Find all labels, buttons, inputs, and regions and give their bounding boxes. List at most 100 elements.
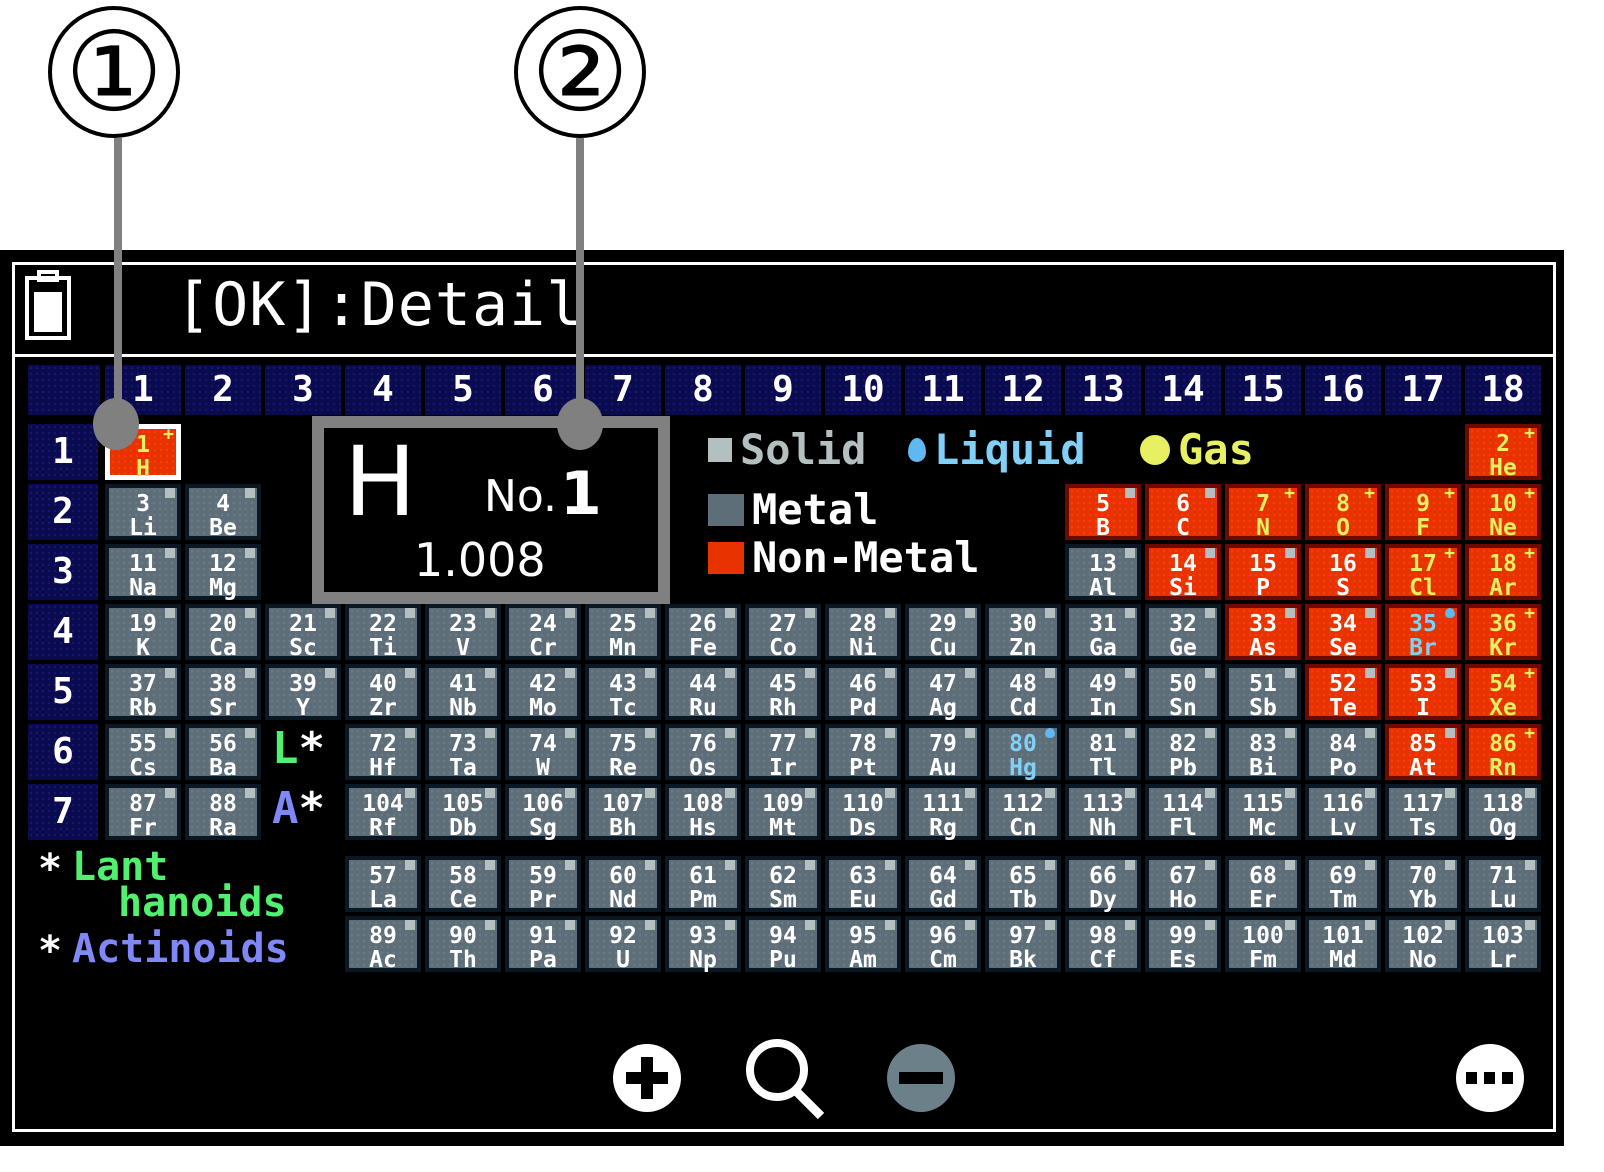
element-cell[interactable]: 69 Tm xyxy=(1305,856,1381,912)
element-cell[interactable]: 67 Ho xyxy=(1145,856,1221,912)
element-cell[interactable]: 66 Dy xyxy=(1065,856,1141,912)
element-cell[interactable]: 85 At xyxy=(1385,724,1461,780)
element-cell[interactable]: 25 Mn xyxy=(585,604,661,660)
element-cell[interactable]: 53 I xyxy=(1385,664,1461,720)
element-cell[interactable]: 32 Ge xyxy=(1145,604,1221,660)
element-cell[interactable]: 75 Re xyxy=(585,724,661,780)
element-cell[interactable]: 46 Pd xyxy=(825,664,901,720)
element-cell[interactable]: 81 Tl xyxy=(1065,724,1141,780)
element-cell[interactable]: 94 Pu xyxy=(745,916,821,972)
magnifier-icon[interactable] xyxy=(745,1038,830,1120)
element-cell[interactable]: 100 Fm xyxy=(1225,916,1301,972)
element-cell[interactable]: 116 Lv xyxy=(1305,784,1381,840)
element-cell[interactable]: 14 Si xyxy=(1145,544,1221,600)
element-cell[interactable]: 87 Fr xyxy=(105,784,181,840)
element-cell[interactable]: 48 Cd xyxy=(985,664,1061,720)
element-cell[interactable]: +18 Ar xyxy=(1465,544,1541,600)
element-cell[interactable]: 103 Lr xyxy=(1465,916,1541,972)
element-cell[interactable]: +2 He xyxy=(1465,424,1541,480)
element-cell[interactable]: 22 Ti xyxy=(345,604,421,660)
element-cell[interactable]: +17 Cl xyxy=(1385,544,1461,600)
element-cell[interactable]: 13 Al xyxy=(1065,544,1141,600)
element-cell[interactable]: 95 Am xyxy=(825,916,901,972)
element-cell[interactable]: 107 Bh xyxy=(585,784,661,840)
element-cell[interactable]: 35 Br xyxy=(1385,604,1461,660)
element-cell[interactable]: 15 P xyxy=(1225,544,1301,600)
element-cell[interactable]: +54 Xe xyxy=(1465,664,1541,720)
element-cell[interactable]: 57 La xyxy=(345,856,421,912)
element-cell[interactable]: 74 W xyxy=(505,724,581,780)
element-cell[interactable]: 11 Na xyxy=(105,544,181,600)
element-cell[interactable]: 90 Th xyxy=(425,916,501,972)
element-cell[interactable]: 112 Cn xyxy=(985,784,1061,840)
element-cell[interactable]: 62 Sm xyxy=(745,856,821,912)
element-cell[interactable]: 78 Pt xyxy=(825,724,901,780)
element-cell[interactable]: 47 Ag xyxy=(905,664,981,720)
element-cell[interactable]: 38 Sr xyxy=(185,664,261,720)
element-cell[interactable]: 96 Cm xyxy=(905,916,981,972)
element-cell[interactable]: 37 Rb xyxy=(105,664,181,720)
element-cell[interactable]: 55 Cs xyxy=(105,724,181,780)
element-cell[interactable]: +86 Rn xyxy=(1465,724,1541,780)
element-cell[interactable]: 44 Ru xyxy=(665,664,741,720)
element-cell[interactable]: 109 Mt xyxy=(745,784,821,840)
element-cell[interactable]: 28 Ni xyxy=(825,604,901,660)
element-cell[interactable]: 58 Ce xyxy=(425,856,501,912)
element-cell[interactable]: 59 Pr xyxy=(505,856,581,912)
element-cell[interactable]: +36 Kr xyxy=(1465,604,1541,660)
element-cell[interactable]: 88 Ra xyxy=(185,784,261,840)
element-cell[interactable]: 20 Ca xyxy=(185,604,261,660)
element-cell[interactable]: 52 Te xyxy=(1305,664,1381,720)
element-cell[interactable]: 89 Ac xyxy=(345,916,421,972)
element-cell[interactable]: 29 Cu xyxy=(905,604,981,660)
more-icon[interactable] xyxy=(1455,1043,1525,1113)
element-cell[interactable]: 40 Zr xyxy=(345,664,421,720)
element-cell[interactable]: 27 Co xyxy=(745,604,821,660)
element-cell[interactable]: 102 No xyxy=(1385,916,1461,972)
element-cell[interactable]: 72 Hf xyxy=(345,724,421,780)
element-cell[interactable]: 39 Y xyxy=(265,664,341,720)
element-cell[interactable]: 71 Lu xyxy=(1465,856,1541,912)
element-cell[interactable]: 63 Eu xyxy=(825,856,901,912)
element-cell[interactable]: 80 Hg xyxy=(985,724,1061,780)
element-cell[interactable]: 117 Ts xyxy=(1385,784,1461,840)
element-cell[interactable]: 97 Bk xyxy=(985,916,1061,972)
element-cell[interactable]: 77 Ir xyxy=(745,724,821,780)
element-cell[interactable]: 51 Sb xyxy=(1225,664,1301,720)
element-cell[interactable]: +8 O xyxy=(1305,484,1381,540)
element-cell[interactable]: 34 Se xyxy=(1305,604,1381,660)
element-cell[interactable]: 3 Li xyxy=(105,484,181,540)
element-cell[interactable]: +7 N xyxy=(1225,484,1301,540)
element-cell[interactable]: 76 Os xyxy=(665,724,741,780)
element-cell[interactable]: 108 Hs xyxy=(665,784,741,840)
element-cell[interactable]: 111 Rg xyxy=(905,784,981,840)
element-cell[interactable]: 110 Ds xyxy=(825,784,901,840)
element-cell[interactable]: 114 Fl xyxy=(1145,784,1221,840)
element-cell[interactable]: 60 Nd xyxy=(585,856,661,912)
element-cell[interactable]: 92 U xyxy=(585,916,661,972)
element-cell[interactable]: 19 K xyxy=(105,604,181,660)
element-cell[interactable]: 33 As xyxy=(1225,604,1301,660)
element-cell[interactable]: 113 Nh xyxy=(1065,784,1141,840)
element-cell[interactable]: 79 Au xyxy=(905,724,981,780)
element-cell[interactable]: 82 Pb xyxy=(1145,724,1221,780)
element-cell[interactable]: 68 Er xyxy=(1225,856,1301,912)
element-cell[interactable]: 99 Es xyxy=(1145,916,1221,972)
element-cell[interactable]: 43 Tc xyxy=(585,664,661,720)
element-cell[interactable]: 21 Sc xyxy=(265,604,341,660)
element-cell[interactable]: 12 Mg xyxy=(185,544,261,600)
minus-circle-icon[interactable] xyxy=(886,1043,956,1113)
element-cell[interactable]: 65 Tb xyxy=(985,856,1061,912)
element-cell[interactable]: 91 Pa xyxy=(505,916,581,972)
element-cell[interactable]: 105 Db xyxy=(425,784,501,840)
element-cell[interactable]: 83 Bi xyxy=(1225,724,1301,780)
element-cell[interactable]: 26 Fe xyxy=(665,604,741,660)
element-cell[interactable]: 115 Mc xyxy=(1225,784,1301,840)
element-cell[interactable]: 23 V xyxy=(425,604,501,660)
element-cell[interactable]: +10 Ne xyxy=(1465,484,1541,540)
element-cell[interactable]: 16 S xyxy=(1305,544,1381,600)
element-cell[interactable]: 49 In xyxy=(1065,664,1141,720)
element-cell[interactable]: 42 Mo xyxy=(505,664,581,720)
